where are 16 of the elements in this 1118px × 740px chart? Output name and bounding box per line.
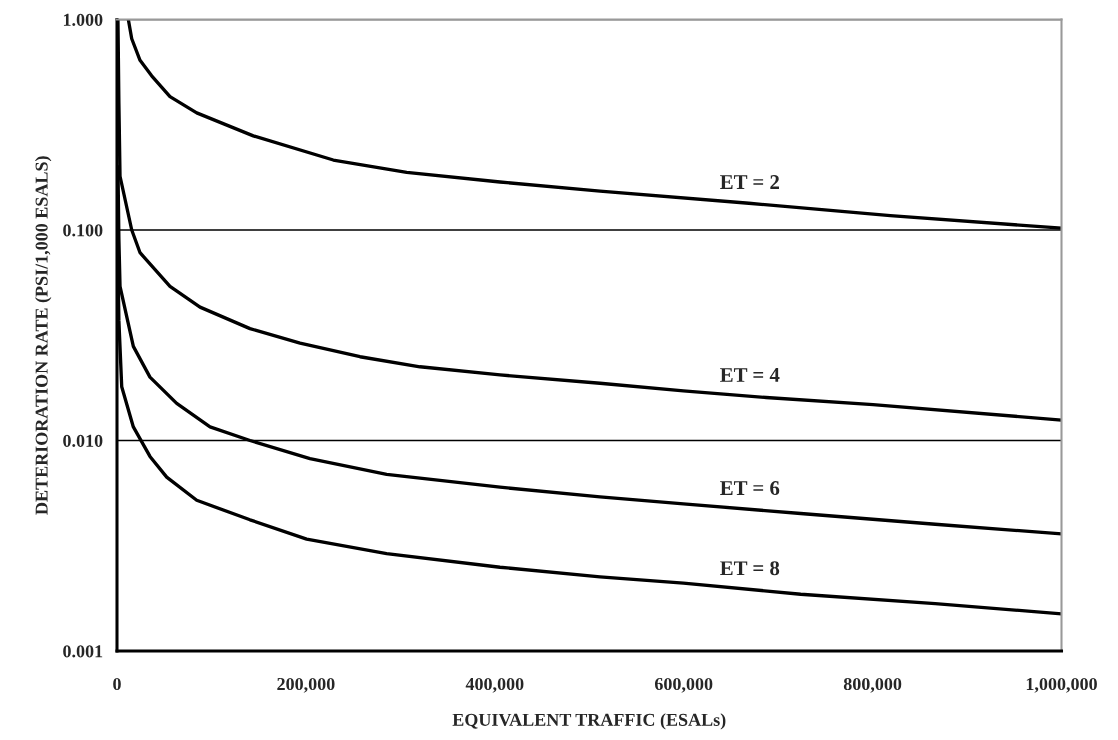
y-tick-label: 0.100 xyxy=(63,224,103,237)
x-tick-label: 400,000 xyxy=(465,677,524,693)
series-label: ET = 8 xyxy=(720,561,780,576)
y-axis-title: DETERIORATION RATE (PSI/1,000 ESALS) xyxy=(35,156,52,515)
x-axis-title: EQUIVALENT TRAFFIC (ESALs) xyxy=(452,713,726,730)
series-label: ET = 2 xyxy=(720,175,779,189)
x-tick-label: 200,000 xyxy=(277,677,335,693)
y-tick-label: 1.000 xyxy=(63,13,103,27)
y-tick-label: 0.010 xyxy=(63,434,103,448)
series-label: ET = 4 xyxy=(720,368,780,382)
series-label: ET = 6 xyxy=(720,481,780,496)
x-tick-label: 0 xyxy=(113,677,121,691)
y-tick-label: 0.001 xyxy=(63,645,103,658)
x-tick-label: 1,000,000 xyxy=(1026,677,1097,693)
x-tick-label: 600,000 xyxy=(654,677,713,693)
x-tick-label: 800,000 xyxy=(843,677,902,693)
